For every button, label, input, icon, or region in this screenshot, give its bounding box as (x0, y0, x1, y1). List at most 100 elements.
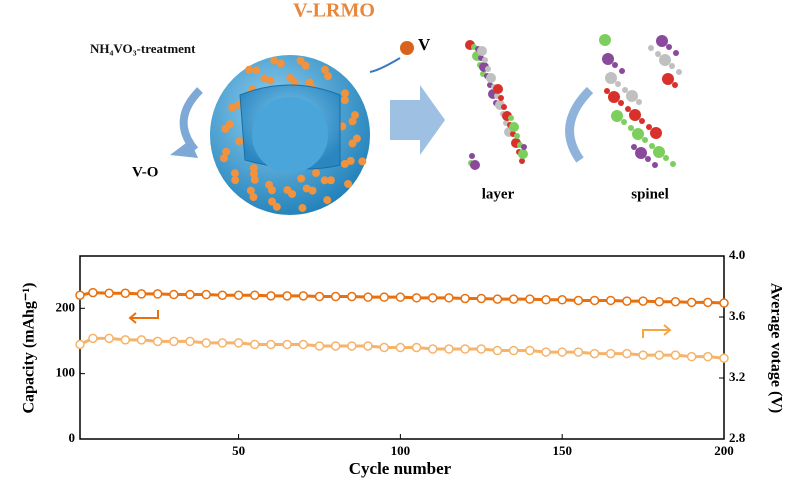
marker (395, 292, 406, 302)
y2-tick-label: 3.6 (729, 308, 746, 323)
marker (363, 341, 373, 351)
marker (347, 341, 357, 351)
marker (217, 290, 228, 300)
marker (525, 294, 535, 304)
dot (260, 74, 269, 83)
atom (626, 90, 638, 102)
atom (655, 51, 661, 57)
marker (250, 339, 260, 350)
dot (308, 186, 317, 195)
marker (589, 348, 600, 359)
marker (557, 347, 567, 357)
marker (363, 292, 373, 302)
dot (312, 168, 321, 177)
marker (573, 347, 584, 357)
dot (266, 76, 275, 85)
dot (296, 56, 305, 65)
marker (427, 344, 438, 354)
dot (268, 197, 277, 206)
atom (599, 34, 611, 46)
atom (645, 156, 651, 162)
marker (460, 344, 470, 354)
core (252, 97, 328, 173)
atom (615, 81, 621, 87)
x-tick-label: 200 (714, 443, 734, 458)
atom (470, 160, 480, 170)
marker (201, 289, 211, 300)
dot (346, 156, 355, 165)
dot (288, 189, 297, 198)
atom (646, 124, 652, 130)
dot (326, 176, 335, 185)
y-axis-label: Capacity (mAhg⁻¹) (21, 282, 38, 413)
marker (703, 351, 713, 362)
marker (525, 345, 535, 356)
marker (460, 293, 470, 304)
x-tick-label: 50 (232, 443, 245, 458)
atom (632, 128, 644, 140)
atom (501, 104, 507, 110)
x-axis-label: Cycle number (349, 459, 452, 478)
atom (656, 35, 668, 47)
marker (476, 293, 487, 304)
marker (201, 338, 211, 348)
y2-tick-label: 3.2 (729, 369, 745, 384)
atom (519, 158, 525, 164)
dot (344, 180, 353, 189)
dot (298, 203, 307, 212)
atom (509, 122, 519, 132)
v-atom (400, 41, 414, 55)
marker (347, 291, 357, 302)
dot (323, 72, 332, 81)
marker (75, 290, 85, 300)
big-arrow (390, 85, 445, 155)
y-tick-label: 100 (56, 365, 76, 380)
marker (654, 350, 665, 360)
marker (589, 295, 600, 306)
marker (266, 339, 276, 350)
atom (676, 69, 682, 75)
dot (249, 169, 258, 178)
dot (222, 147, 231, 156)
label: V-O (132, 164, 158, 180)
atom (663, 155, 669, 161)
atom (521, 144, 527, 150)
marker (670, 350, 681, 360)
marker (622, 348, 632, 359)
dot (250, 175, 259, 184)
marker (703, 297, 713, 308)
dot (301, 61, 310, 70)
atom (672, 82, 678, 88)
marker (427, 293, 438, 303)
atom (604, 88, 610, 94)
atom (514, 133, 520, 139)
dot (286, 74, 295, 83)
marker (719, 353, 729, 363)
atom (653, 146, 665, 158)
diagram (170, 34, 682, 215)
atom (629, 109, 641, 121)
y2-axis-label: Average votage (V) (767, 283, 784, 413)
marker (185, 336, 195, 347)
marker (444, 293, 454, 303)
atom (673, 50, 679, 56)
dot (267, 186, 276, 195)
dot (320, 176, 329, 185)
atom (485, 66, 491, 72)
atom (508, 115, 514, 121)
atom (666, 44, 672, 50)
atom (518, 149, 528, 159)
marker (120, 335, 131, 345)
dot (228, 103, 237, 112)
marker (541, 347, 551, 357)
arrowhead (170, 140, 198, 158)
atom (635, 147, 647, 159)
marker (638, 350, 648, 360)
dot (276, 59, 285, 68)
atom (498, 95, 504, 101)
atom (619, 68, 625, 74)
marker (492, 345, 503, 356)
marker (638, 296, 648, 306)
dopant-dots (219, 56, 367, 212)
